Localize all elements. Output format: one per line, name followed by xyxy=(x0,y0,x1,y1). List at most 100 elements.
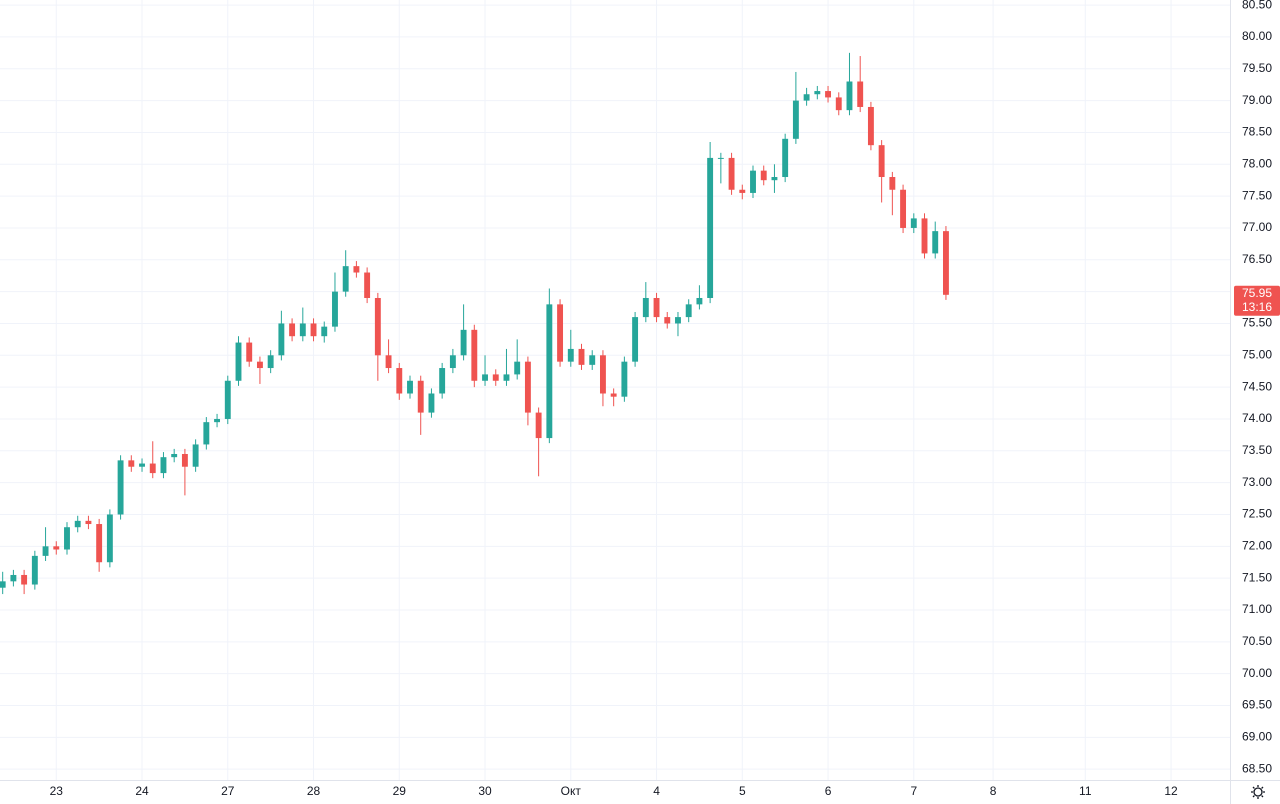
x-tick-label: 29 xyxy=(393,784,407,798)
candle-body xyxy=(471,329,478,381)
candle-body xyxy=(139,463,145,467)
settings-icon[interactable] xyxy=(1251,785,1265,799)
candle-body xyxy=(374,297,381,356)
candle-body xyxy=(889,177,896,190)
y-tick-label: 80.00 xyxy=(1242,29,1272,43)
candle-body xyxy=(814,91,821,95)
last-price-box xyxy=(1234,285,1280,316)
candle-body xyxy=(171,453,178,458)
candle-body xyxy=(675,317,681,324)
gear xyxy=(1253,787,1263,797)
candle-body xyxy=(578,348,585,365)
candle-body xyxy=(610,393,617,397)
candle-body xyxy=(181,453,188,467)
candle-body xyxy=(214,418,221,423)
candle-body xyxy=(149,463,156,474)
candle-body xyxy=(256,361,263,369)
candle-body xyxy=(235,342,242,381)
candle-body xyxy=(599,355,606,394)
candle-body xyxy=(707,157,714,298)
candle-body xyxy=(728,157,735,190)
x-tick-label: 7 xyxy=(910,784,917,798)
candle-body xyxy=(760,170,767,181)
axes: 68.50 69.00 69.50 70.00 70.50 71.00 71.50 72.00… xyxy=(50,0,1280,798)
candle-body xyxy=(943,231,949,295)
candle-body xyxy=(739,189,746,193)
y-tick-label: 71.00 xyxy=(1242,602,1272,616)
x-tick-label: 8 xyxy=(990,784,997,798)
candle-body xyxy=(64,527,70,550)
candle-body xyxy=(803,94,810,101)
candle-body xyxy=(299,323,306,337)
gear-teeth xyxy=(1251,785,1265,799)
x-tick-label: 4 xyxy=(653,784,660,798)
candle-body xyxy=(825,91,831,98)
candle-body xyxy=(449,355,456,369)
candle-body xyxy=(589,355,596,365)
candle-body xyxy=(332,291,338,327)
candle-body xyxy=(910,218,917,228)
x-tick-label: 12 xyxy=(1164,784,1178,798)
y-tick-label: 72.50 xyxy=(1242,507,1272,521)
candle-body xyxy=(857,81,864,107)
candle-body xyxy=(664,317,671,324)
candle-body xyxy=(246,342,253,362)
y-tick-label: 79.00 xyxy=(1242,93,1272,107)
candle-body xyxy=(160,457,167,474)
candle-body xyxy=(771,177,778,181)
candle-body xyxy=(846,81,853,111)
candle-body xyxy=(96,524,103,563)
y-tick-label: 77.00 xyxy=(1242,220,1272,234)
candle-body xyxy=(750,170,756,193)
y-tick-label: 73.00 xyxy=(1242,475,1272,489)
candle-body xyxy=(867,106,874,146)
candle-body xyxy=(353,266,360,273)
x-tick-label: 23 xyxy=(50,784,64,798)
x-tick-label: Окт xyxy=(561,784,582,798)
grid xyxy=(0,0,1230,780)
candle-body xyxy=(21,574,28,585)
candle-body xyxy=(289,323,296,337)
candle-body xyxy=(932,231,939,254)
candle-body xyxy=(482,374,488,381)
candle-body xyxy=(921,218,928,254)
candle-body xyxy=(53,546,60,550)
candle-body xyxy=(567,348,574,362)
y-tick-label: 75.00 xyxy=(1242,347,1272,361)
candle-body xyxy=(385,355,392,369)
candle-body xyxy=(10,574,17,582)
y-tick-label: 72.00 xyxy=(1242,538,1272,552)
y-tick-label: 70.00 xyxy=(1242,666,1272,680)
candle-body xyxy=(407,380,413,394)
candle-body xyxy=(503,374,510,381)
candle-body xyxy=(310,323,317,337)
x-tick-label: 28 xyxy=(307,784,321,798)
y-tick-label: 78.50 xyxy=(1242,125,1272,139)
y-tick-label: 74.50 xyxy=(1242,379,1272,393)
x-tick-label: 24 xyxy=(135,784,149,798)
candle-body xyxy=(685,304,692,318)
x-tick-label: 6 xyxy=(825,784,832,798)
y-tick-label: 78.00 xyxy=(1242,156,1272,170)
candle-body xyxy=(439,368,446,394)
candle-body xyxy=(835,97,842,111)
y-tick-label: 68.50 xyxy=(1242,761,1272,775)
candle-body xyxy=(321,326,328,337)
candle-body xyxy=(117,460,124,515)
candle-body xyxy=(460,329,467,356)
candle-body xyxy=(342,266,349,292)
y-tick-label: 75.50 xyxy=(1242,316,1272,330)
y-tick-label: 73.50 xyxy=(1242,443,1272,457)
candle-body xyxy=(557,304,564,362)
candle-body xyxy=(900,189,907,228)
y-tick-label: 69.00 xyxy=(1242,730,1272,744)
y-tick-label: 71.50 xyxy=(1242,570,1272,584)
y-tick-label: 69.50 xyxy=(1242,698,1272,712)
candle-body xyxy=(546,304,553,439)
candle-body xyxy=(364,272,371,298)
x-tick-label: 11 xyxy=(1079,784,1092,798)
y-tick-label: 77.50 xyxy=(1242,188,1272,202)
candle-body xyxy=(42,546,49,556)
candles xyxy=(0,52,949,595)
